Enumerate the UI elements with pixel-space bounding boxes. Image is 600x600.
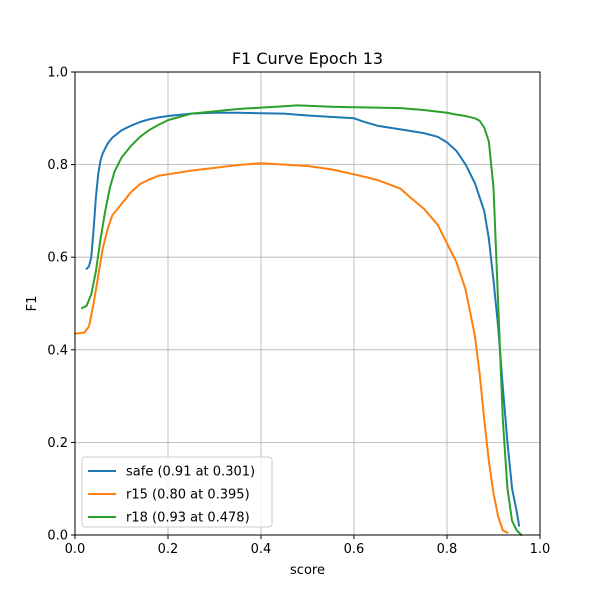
legend: safe (0.91 at 0.301) r15 (0.80 at 0.395) r… [81, 456, 273, 528]
x-tick-label: 0.0 [65, 542, 86, 557]
legend-label-2: r18 (0.93 at 0.478) [126, 511, 250, 526]
y-tick-label: 0.4 [47, 343, 68, 358]
x-tick-label: 0.4 [251, 542, 272, 557]
x-tick-label: 0.8 [437, 542, 458, 557]
x-axis-label: score [290, 563, 325, 578]
series-line-2 [80, 104, 523, 536]
legend-box [81, 456, 273, 528]
y-tick-label: 0.0 [47, 529, 68, 544]
x-tick-label: 1.0 [530, 542, 551, 557]
x-tick-label: 0.6 [344, 542, 365, 557]
series-line-0 [85, 111, 521, 527]
series-line-1 [74, 162, 509, 534]
y-tick-label: 0.8 [47, 158, 68, 173]
plot-frame [74, 71, 541, 536]
legend-label-0: safe (0.91 at 0.301) [126, 465, 255, 480]
y-tick-label: 1.0 [47, 66, 68, 81]
y-tick-label: 0.6 [47, 251, 68, 266]
chart-title: F1 Curve Epoch 13 [232, 49, 383, 68]
series-lines [74, 104, 523, 536]
y-tick-label: 0.2 [47, 436, 68, 451]
x-tick-label: 0.2 [158, 542, 179, 557]
y-axis-label: F1 [25, 296, 40, 312]
axis-ticks: 0.0 0.2 0.4 0.6 0.8 1.0 0.0 0.2 0.4 0.6 0.8 1.0 [47, 66, 550, 558]
grid-lines [74, 71, 541, 536]
legend-label-1: r15 (0.80 at 0.395) [126, 488, 250, 503]
